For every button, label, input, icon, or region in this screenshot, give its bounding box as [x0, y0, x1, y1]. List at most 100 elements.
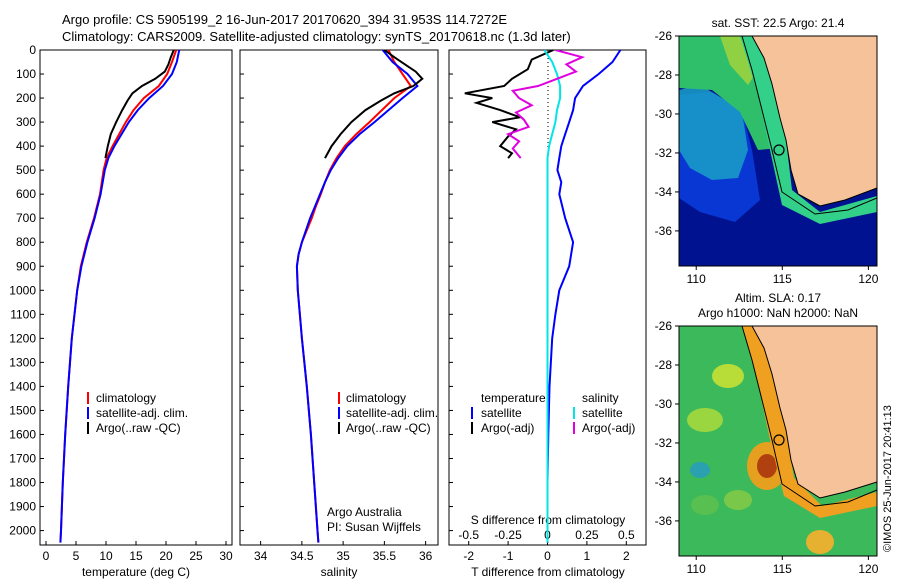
depth-tick-label: 0 [29, 43, 36, 57]
map-y-tick-label: -30 [655, 397, 673, 411]
map-y-tick-label: -36 [655, 514, 673, 528]
x-tick-label: 0 [43, 549, 50, 563]
salinity-x-axis: 34 34.5 35 35.5 36 [254, 541, 433, 563]
legend-label-temp-satellite: satellite [481, 406, 522, 420]
sst-isobath [741, 36, 877, 215]
argo-line [324, 50, 424, 159]
sla-map [679, 326, 877, 556]
satellite-line [59, 50, 181, 543]
sal-satellite-diff-line [543, 50, 562, 543]
x-tick-label: 30 [219, 549, 233, 563]
argo-australia-note: Argo Australia [327, 505, 402, 519]
sal-argo-diff-line [505, 50, 586, 159]
map-x-tick-label: 110 [687, 562, 706, 576]
map-y-tick-label: -36 [655, 224, 673, 238]
temperature-x-axis: 0 5 10 15 20 25 30 [43, 541, 233, 563]
figure-title-line2: Climatology: CARS2009. Satellite-adjuste… [62, 29, 571, 44]
salinity-legend: climatology satellite-adj. clim. Argo(..… [338, 391, 438, 435]
depth-tick-label: 1000 [9, 283, 36, 297]
map-y-tick-label: -28 [655, 358, 673, 372]
satellite-line [295, 50, 419, 543]
temp-argo-diff-line [464, 50, 554, 159]
salinity-profiles [295, 50, 424, 543]
x-tick-label: 15 [129, 549, 143, 563]
x-tick-label: 34.5 [290, 549, 314, 563]
depth-tick-label: 300 [16, 115, 36, 129]
legend-label-sal-satellite: satellite [582, 406, 623, 420]
sla-anomaly [806, 530, 834, 554]
x-tick-label: 35.5 [373, 549, 397, 563]
depth-tick-label: 1200 [9, 331, 36, 345]
map-y-tick-label: -32 [655, 146, 673, 160]
legend-label-sal-argo: Argo(-adj) [582, 421, 635, 435]
sla-shelf-band [742, 326, 877, 518]
salinity-panel-frame [239, 49, 439, 546]
depth-tick-label: 800 [16, 235, 36, 249]
s-tick-label: 0.5 [618, 528, 635, 542]
depth-tick-label: 1400 [9, 379, 36, 393]
depth-tick-label: 900 [16, 259, 36, 273]
x-tick-label: 35 [336, 549, 350, 563]
temperature-legend: climatology satellite-adj. clim. Argo(..… [87, 391, 188, 435]
sla-anomaly [712, 364, 744, 388]
temp-satellite-diff-line [546, 50, 622, 543]
map-x-tick-label: 120 [858, 272, 878, 286]
depth-tick-label: 400 [16, 139, 36, 153]
x-tick-label: 10 [99, 549, 113, 563]
map-x-tick-label: 110 [687, 272, 706, 286]
legend-label-climatology: climatology [346, 391, 406, 405]
map-x-tick-label: 115 [773, 272, 792, 286]
credit-text: ©IMOS 25-Jun-2017 20:41:13 [882, 405, 894, 552]
temperature-panel-frame [39, 49, 233, 546]
map-y-tick-label: -26 [655, 29, 673, 43]
difference-x-label-bottom: T difference from climatology [471, 565, 625, 579]
sla-anomaly [757, 454, 777, 478]
sla-coastline [751, 326, 877, 499]
pi-note: PI: Susan Wijffels [327, 520, 421, 534]
map-y-tick-label: -30 [655, 107, 673, 121]
map-y-tick-label: -34 [655, 185, 673, 199]
salinity-x-label: salinity [321, 565, 358, 579]
depth-tick-label: 1300 [9, 355, 36, 369]
x-tick-label: 1 [584, 549, 591, 563]
s-tick-label: -0.5 [458, 528, 479, 542]
difference-legend: temperature salinity satellite Argo(-adj… [471, 391, 635, 435]
sst-coastline [751, 36, 877, 207]
sla-map-title-line1: Altim. SLA: 0.17 [735, 291, 821, 305]
depth-tick-label: 600 [16, 187, 36, 201]
map-y-tick-label: -28 [655, 68, 673, 82]
temperature-profiles [59, 50, 181, 543]
sst-map-title: sat. SST: 22.5 Argo: 21.4 [712, 16, 845, 30]
sla-profile-marker [773, 434, 785, 446]
x-tick-label: -1 [503, 549, 514, 563]
sst-land [752, 36, 877, 206]
climatology-line [59, 50, 178, 543]
depth-tick-label: 1800 [9, 476, 36, 490]
x-tick-label: 5 [73, 549, 80, 563]
sla-isobath [741, 326, 877, 507]
depth-tick-label: 1700 [9, 451, 36, 465]
x-tick-label: 20 [159, 549, 173, 563]
depth-tick-label: 1900 [9, 500, 36, 514]
legend-title-salinity: salinity [582, 391, 619, 405]
sst-map-frame [678, 35, 878, 267]
depth-axis: 0 100 200 300 400 500 600 700 800 900 1000 1100 1200… [9, 43, 453, 538]
sst-profile-marker [773, 144, 785, 156]
depth-tick-label: 100 [16, 67, 36, 81]
map-x-tick-label: 120 [858, 562, 878, 576]
sla-map-frame [678, 325, 878, 557]
s-tick-label: 0.25 [575, 528, 599, 542]
x-tick-label: 34 [254, 549, 268, 563]
map-x-tick-label: 115 [773, 562, 792, 576]
sst-map-axes: 110 115 120 -26 -28 -30 -32 -34 -36 [655, 29, 879, 286]
sst-map [679, 36, 877, 266]
temperature-x-label: temperature (deg C) [82, 565, 190, 579]
figure-title-line1: Argo profile: CS 5905199_2 16-Jun-2017 2… [62, 12, 507, 27]
x-tick-label: 2 [623, 549, 630, 563]
sla-land [752, 326, 877, 498]
depth-tick-label: 1100 [10, 307, 36, 321]
sla-anomaly [691, 495, 719, 515]
legend-label-temp-argo: Argo(-adj) [481, 421, 534, 435]
legend-label-argo: Argo(..raw -QC) [346, 421, 431, 435]
x-tick-label: 25 [189, 549, 203, 563]
